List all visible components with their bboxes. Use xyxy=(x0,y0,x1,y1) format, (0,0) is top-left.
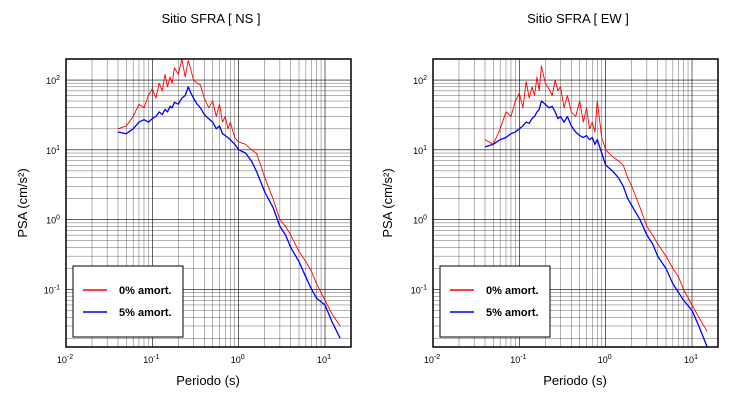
plot-frame xyxy=(65,58,352,348)
legend-box xyxy=(439,265,551,338)
series-line-damping-0 xyxy=(117,58,341,327)
y-tick-label: 101 xyxy=(413,145,427,156)
y-tick-labels: 10-1 100 101 102 xyxy=(411,75,427,295)
y-tick-label: 102 xyxy=(413,75,427,86)
y-tick-label: 100 xyxy=(413,215,427,226)
y-axis-label: PSA (cm/s²) xyxy=(380,168,395,237)
series-group xyxy=(117,58,341,339)
x-tick-label: 10-2 xyxy=(57,354,73,365)
legend-box xyxy=(72,265,184,338)
y-tick-label: 10-1 xyxy=(411,284,427,295)
x-tick-label: 100 xyxy=(231,354,245,365)
x-axis-label: Periodo (s) xyxy=(176,373,240,388)
y-tick-label: 101 xyxy=(46,145,60,156)
y-tick-labels: 10-1 100 101 102 xyxy=(44,75,60,295)
legend-label: 5% amort. xyxy=(486,307,539,319)
plot-frame xyxy=(432,58,719,348)
x-tick-label: 101 xyxy=(317,354,331,365)
x-tick-label: 10-1 xyxy=(143,354,159,365)
legend-label: 0% amort. xyxy=(486,285,539,297)
chart-panel-ns: Sitio SFRA [ NS ] 10-2 10-1 100 101 10-1 100… xyxy=(15,11,352,388)
series-line-damping-5 xyxy=(117,86,341,339)
x-tick-label: 101 xyxy=(684,354,698,365)
legend-label: 5% amort. xyxy=(119,307,172,319)
x-tick-label: 10-1 xyxy=(510,354,526,365)
series-line-damping-0 xyxy=(484,65,708,332)
y-tick-label: 102 xyxy=(46,75,60,86)
x-tick-label: 10-2 xyxy=(424,354,440,365)
y-tick-label: 10-1 xyxy=(44,284,60,295)
x-axis-label: Periodo (s) xyxy=(543,373,607,388)
legend-label: 0% amort. xyxy=(119,285,172,297)
legend: 0% amort. 5% amort. xyxy=(439,265,551,338)
x-tick-labels: 10-2 10-1 100 101 xyxy=(424,354,698,365)
chart-title: Sitio SFRA [ EW ] xyxy=(527,11,629,26)
y-tick-label: 100 xyxy=(46,215,60,226)
legend: 0% amort. 5% amort. xyxy=(72,265,184,338)
series-group xyxy=(484,65,708,348)
x-tick-labels: 10-2 10-1 100 101 xyxy=(57,354,331,365)
x-tick-label: 100 xyxy=(598,354,612,365)
chart-title: Sitio SFRA [ NS ] xyxy=(162,11,261,26)
series-line-damping-5 xyxy=(484,100,708,348)
y-axis-label: PSA (cm/s²) xyxy=(15,168,30,237)
chart-panel-ew: Sitio SFRA [ EW ] 10-2 10-1 100 101 10-1 100… xyxy=(380,11,719,388)
